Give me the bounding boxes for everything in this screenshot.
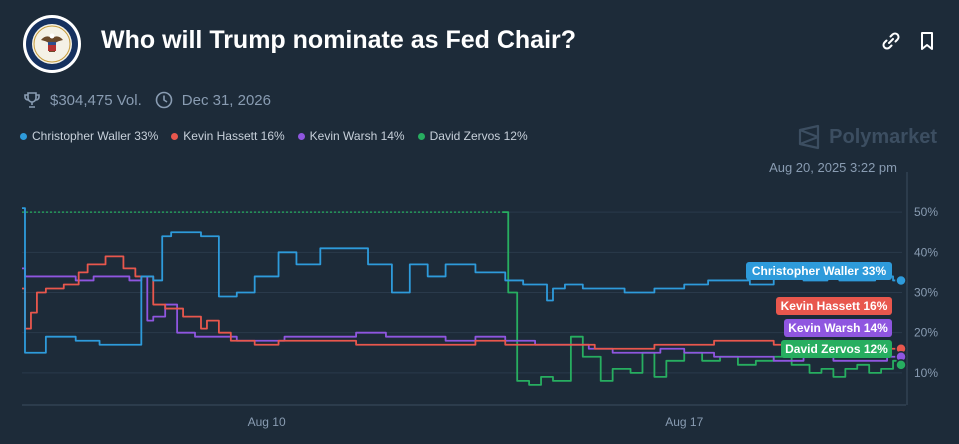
x-tick-label: Aug 10 (248, 415, 286, 429)
legend-label: Kevin Hassett 16% (183, 129, 285, 143)
polymarket-logo-icon (799, 124, 820, 150)
legend-label: Kevin Warsh 14% (309, 129, 405, 143)
legend-dot (20, 132, 27, 140)
end-date-info: Dec 31, 2026 (154, 90, 271, 110)
y-tick-label: 50% (914, 205, 938, 219)
series-end-dot (895, 359, 907, 371)
series-line (22, 207, 902, 354)
link-icon[interactable] (880, 30, 902, 52)
market-meta: $304,475 Vol. Dec 31, 2026 (22, 89, 271, 111)
trophy-icon (22, 90, 42, 110)
y-tick-label: 20% (914, 326, 938, 340)
brand-name: Polymarket (829, 125, 937, 148)
legend-item: Kevin Hassett 16% (171, 129, 285, 143)
series-end-label-box (776, 297, 892, 315)
federal-reserve-seal-icon (22, 14, 82, 74)
legend-label: Christopher Waller 33% (32, 129, 159, 143)
legend-dot (171, 132, 179, 140)
series-end-label-box (784, 319, 892, 337)
series-end-label: Kevin Warsh 14% (788, 321, 888, 335)
end-date-text: Dec 31, 2026 (181, 91, 271, 109)
y-tick-label: 40% (914, 245, 938, 259)
volume-text: $304,475 Vol. (50, 91, 142, 109)
y-tick-label: 10% (914, 366, 938, 380)
series-end-label-box (746, 262, 892, 280)
legend-dot (417, 132, 425, 140)
x-tick-label: Aug 17 (665, 415, 703, 429)
bookmark-icon[interactable] (916, 30, 938, 52)
legend-item: David Zervos 12% (417, 129, 528, 143)
legend-item: Christopher Waller 33% (20, 129, 158, 143)
legend-dot (297, 132, 305, 140)
polymarket-brand: Polymarket (797, 124, 937, 150)
y-tick-label: 30% (914, 286, 938, 300)
series-end-label-box (781, 340, 892, 358)
legend-label: David Zervos 12% (429, 129, 528, 143)
chart-legend: Christopher Waller 33% Kevin Hassett 16%… (20, 129, 541, 143)
volume-info: $304,475 Vol. (22, 90, 142, 110)
series-end-dot (895, 274, 907, 287)
series-line (22, 255, 902, 350)
series-end-label: David Zervos 12% (785, 342, 888, 356)
page-title: Who will Trump nominate as Fed Chair? (101, 26, 577, 54)
series-end-label: Christopher Waller 33% (752, 264, 887, 278)
legend-item: Kevin Warsh 14% (297, 129, 405, 143)
clock-icon (154, 90, 174, 110)
chart-timestamp: Aug 20, 2025 3:22 pm (769, 160, 897, 175)
series-end-label: Kevin Hassett 16% (781, 299, 888, 313)
series-line (22, 267, 902, 362)
